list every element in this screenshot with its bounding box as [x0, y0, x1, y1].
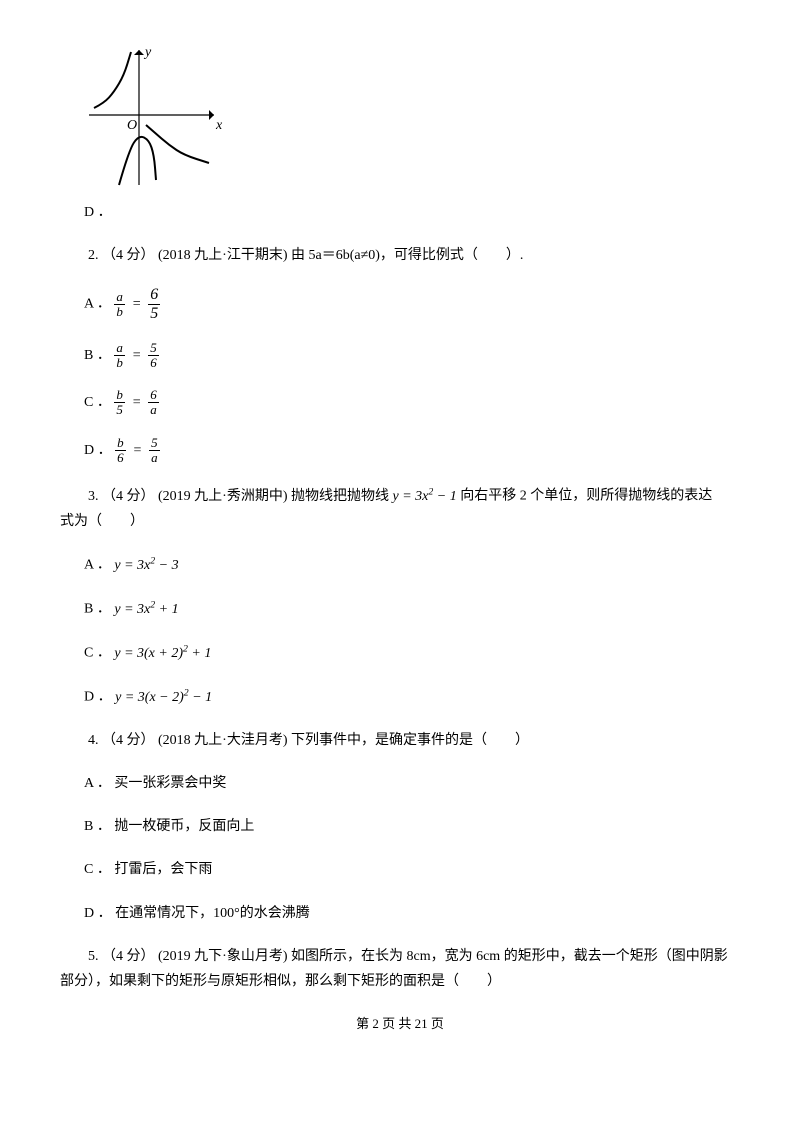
- option-letter: C ．: [84, 395, 111, 410]
- fraction-rhs: 56: [148, 341, 159, 371]
- svg-text:O: O: [127, 118, 137, 133]
- q3-stem-b: 向右平移 2 个单位，则所得抛物线的表达: [460, 489, 712, 504]
- page-footer: 第 2 页 共 21 页: [60, 1012, 740, 1035]
- option-text: 抛一枚硬币，反面向上: [114, 819, 254, 834]
- option-letter: A ．: [84, 297, 111, 312]
- option-letter: A ．: [84, 558, 111, 573]
- q3-stem: 3. （4 分） (2019 九上·秀洲期中) 抛物线把抛物线 y = 3x2 …: [60, 483, 740, 534]
- q4-option-a: A ． 买一张彩票会中奖: [84, 771, 740, 796]
- q3-option-b: B ． y = 3x2 + 1: [84, 596, 740, 622]
- option-letter: C ．: [84, 862, 111, 877]
- equals: =: [128, 395, 144, 410]
- fraction-lhs: ab: [114, 290, 125, 320]
- fraction-rhs: 65: [148, 286, 160, 322]
- q2-option-b: B ． ab = 56: [84, 341, 740, 371]
- q4-option-d: D ． 在通常情况下，100°的水会沸腾: [84, 901, 740, 926]
- option-text: 买一张彩票会中奖: [114, 776, 226, 791]
- q4-option-b: B ． 抛一枚硬币，反面向上: [84, 814, 740, 839]
- option-letter: D ．: [84, 443, 112, 458]
- option-letter: C ．: [84, 646, 111, 661]
- q5-stem-a: 5. （4 分） (2019 九下·象山月考) 如图所示，在长为 8cm，宽为 …: [60, 949, 728, 964]
- fraction-lhs: ab: [114, 341, 125, 371]
- q2-option-c: C ． b5 = 6a: [84, 388, 740, 418]
- q5-stem-b: 部分），如果剩下的矩形与原矩形相似，那么剩下矩形的面积是（ ）: [60, 974, 501, 989]
- option-letter: D ．: [84, 906, 112, 921]
- fraction-rhs: 6a: [148, 388, 159, 418]
- option-text: 打雷后，会下雨: [114, 862, 212, 877]
- fraction-lhs: b5: [114, 388, 125, 418]
- q4-stem: 4. （4 分） (2018 九上·大洼月考) 下列事件中，是确定事件的是（ ）: [60, 728, 740, 753]
- math-expr: y = 3x2 + 1: [114, 602, 178, 617]
- q3-stem-a: 3. （4 分） (2019 九上·秀洲期中) 抛物线把抛物线: [60, 489, 393, 504]
- q3-inline-eq: y = 3x2 − 1: [393, 489, 457, 504]
- equals: =: [128, 348, 144, 363]
- equals: =: [128, 297, 144, 312]
- q2-stem: 2. （4 分） (2018 九上·江干期末) 由 5a＝6b(a≠0)，可得比…: [60, 243, 740, 268]
- option-letter: B ．: [84, 602, 111, 617]
- q5-stem: 5. （4 分） (2019 九下·象山月考) 如图所示，在长为 8cm，宽为 …: [60, 944, 740, 994]
- equals: =: [129, 443, 145, 458]
- fraction-rhs: 5a: [149, 436, 160, 466]
- option-letter: A ．: [84, 776, 111, 791]
- q3-stem-c: 式为（ ）: [60, 514, 144, 529]
- q1-option-d-graph: x y O: [84, 40, 740, 190]
- math-expr: y = 3(x − 2)2 − 1: [115, 690, 212, 705]
- math-expr: y = 3x2 − 3: [114, 558, 178, 573]
- option-text: 在通常情况下，100°的水会沸腾: [115, 906, 310, 921]
- fraction-lhs: b6: [115, 436, 126, 466]
- q1-option-d-label: D ．: [84, 200, 740, 225]
- q2-option-d: D ． b6 = 5a: [84, 436, 740, 466]
- q3-option-c: C ． y = 3(x + 2)2 + 1: [84, 640, 740, 666]
- option-letter: B ．: [84, 819, 111, 834]
- coordinate-graph-icon: x y O: [84, 40, 224, 190]
- svg-text:y: y: [143, 45, 152, 60]
- q3-option-a: A ． y = 3x2 − 3: [84, 552, 740, 578]
- q4-option-c: C ． 打雷后，会下雨: [84, 857, 740, 882]
- math-expr: y = 3(x + 2)2 + 1: [114, 646, 211, 661]
- option-letter: B ．: [84, 348, 111, 363]
- option-letter: D ．: [84, 690, 112, 705]
- q3-option-d: D ． y = 3(x − 2)2 − 1: [84, 684, 740, 710]
- q2-option-a: A ． ab = 65: [84, 286, 740, 322]
- svg-text:x: x: [215, 118, 223, 133]
